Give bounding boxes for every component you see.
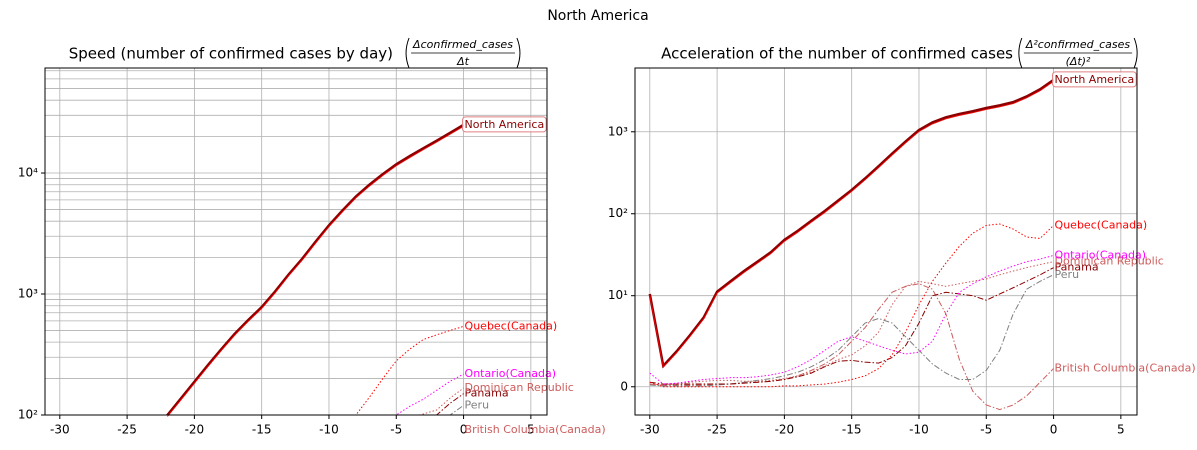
paren	[516, 37, 521, 69]
series-line-inner	[166, 126, 464, 417]
x-tick-label: -5	[390, 423, 402, 437]
series-label: Peru	[1055, 268, 1080, 281]
series-line	[649, 254, 1054, 385]
label-box	[462, 116, 547, 133]
x-tick-label: 5	[527, 423, 535, 437]
axes-frame	[634, 67, 1138, 416]
x-tick-label: -30	[50, 423, 70, 437]
series-line	[649, 267, 1054, 385]
series-label: Ontario(Canada)	[465, 367, 556, 380]
formula-denominator: Δt	[456, 55, 470, 68]
y-tick-label: 10²	[608, 206, 628, 220]
x-tick-label: 0	[1050, 423, 1058, 437]
x-tick-label: 0	[460, 423, 468, 437]
figure-title: North America	[547, 8, 648, 24]
x-tick-label: -30	[640, 423, 660, 437]
y-tick-label: 10¹	[608, 288, 628, 302]
series-label: Quebec(Canada)	[1055, 218, 1148, 231]
y-tick-label: 10³	[18, 287, 38, 301]
x-tick-label: -10	[319, 423, 339, 437]
series-label: North America	[465, 118, 545, 131]
y-tick-label: 10⁴	[18, 166, 38, 180]
x-tick-label: -20	[185, 423, 205, 437]
series-label: Dominican Republic	[465, 381, 574, 394]
paren	[405, 37, 410, 69]
axes-title: Acceleration of the number of confirmed …	[661, 45, 1013, 63]
series-line-inner	[649, 81, 1054, 369]
series-line	[649, 274, 1054, 387]
x-tick-label: -20	[775, 423, 795, 437]
series-line	[649, 261, 1054, 386]
series-label: Quebec(Canada)	[465, 319, 558, 332]
formula-numerator: Δ²confirmed_cases	[1025, 38, 1131, 51]
series-label: Panama	[465, 387, 509, 400]
series-label: Peru	[465, 398, 490, 411]
axes-frame	[44, 67, 548, 416]
series-label: North America	[1055, 73, 1135, 86]
x-tick-label: 5	[1117, 423, 1125, 437]
paren	[1133, 37, 1138, 69]
axes-title: Speed (number of confirmed cases by day)	[69, 45, 393, 63]
series-line	[649, 283, 1054, 411]
series-line	[165, 123, 465, 415]
formula-denominator: (Δt)²	[1066, 55, 1091, 68]
series-label: British Columbia(Canada)	[465, 423, 606, 436]
x-tick-label: -5	[980, 423, 992, 437]
x-tick-label: -15	[252, 423, 272, 437]
x-tick-label: -25	[117, 423, 137, 437]
series-label: British Columbia(Canada)	[1055, 362, 1196, 375]
x-tick-label: -10	[909, 423, 929, 437]
y-tick-label: 0	[620, 379, 628, 393]
y-tick-label: 10²	[18, 408, 38, 422]
y-tick-label: 10³	[608, 124, 628, 138]
x-tick-label: -15	[842, 423, 862, 437]
series-label: Panama	[1055, 261, 1099, 274]
formula-numerator: Δconfirmed_cases	[412, 38, 513, 51]
series-line	[648, 78, 1055, 369]
series-label: Ontario(Canada)	[1055, 248, 1146, 261]
label-box	[1052, 71, 1137, 88]
paren	[1018, 37, 1023, 69]
series-line	[649, 223, 1054, 388]
x-tick-label: -25	[707, 423, 727, 437]
